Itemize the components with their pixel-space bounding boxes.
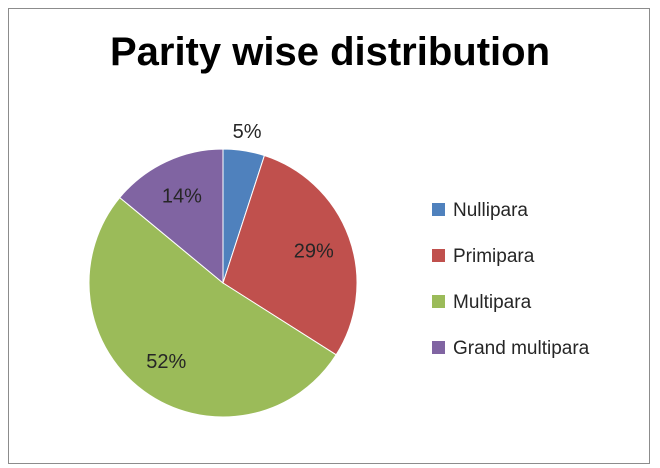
pie-slice-grand-multipara bbox=[119, 148, 224, 285]
pie-slices bbox=[88, 148, 358, 418]
pie-slice-primipara bbox=[222, 154, 358, 356]
legend: Nullipara Primipara Multipara Grand multipa… bbox=[432, 200, 590, 359]
slice-label-nullipara: 5% bbox=[233, 121, 262, 143]
legend-label-multipara: Multipara bbox=[453, 292, 532, 313]
slice-label-primipara: 29% bbox=[294, 240, 334, 262]
legend-label-nullipara: Nullipara bbox=[453, 200, 528, 221]
legend-swatch-multipara bbox=[432, 295, 445, 308]
legend-label-grand-multipara: Grand multipara bbox=[453, 338, 590, 359]
pie-slice-multipara bbox=[88, 196, 337, 418]
legend-swatch-nullipara bbox=[432, 203, 445, 216]
chart-title: Parity wise distribution bbox=[109, 30, 551, 74]
slice-labels: 5% 29% 52% 14% bbox=[146, 121, 334, 373]
legend-label-primipara: Primipara bbox=[453, 246, 535, 267]
slice-label-grand-multipara: 14% bbox=[162, 186, 202, 208]
legend-swatch-grand-multipara bbox=[432, 341, 445, 354]
legend-swatch-primipara bbox=[432, 249, 445, 262]
slice-label-multipara: 52% bbox=[146, 351, 186, 373]
